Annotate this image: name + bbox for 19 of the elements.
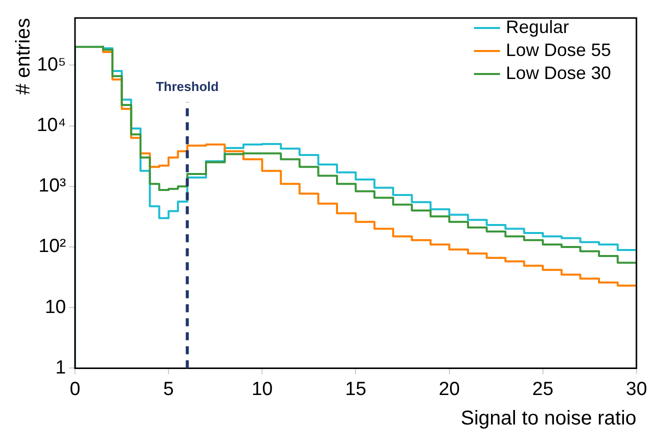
ref-line-label: Threshold (156, 79, 219, 94)
legend-label: Low Dose 30 (506, 62, 611, 85)
y-tick-label: 10⁵ (36, 54, 66, 76)
x-tick-label: 0 (70, 378, 80, 400)
y-tick-label: 1 (55, 357, 66, 378)
x-tick-label: 15 (345, 378, 366, 400)
y-axis-title: # entries (12, 18, 35, 95)
x-tick-label: 30 (626, 378, 648, 400)
x-axis-title: Signal to noise ratio (460, 408, 636, 430)
y-tick-label: 10 (44, 296, 66, 318)
y-tick-label: 10² (38, 236, 66, 258)
legend-label: Low Dose 55 (506, 39, 611, 62)
x-tick-label: 10 (252, 378, 273, 400)
x-tick-label: 25 (532, 378, 554, 400)
y-tick-label: 10³ (38, 176, 66, 197)
legend-label: Regular (506, 16, 569, 39)
x-tick-label: 20 (438, 378, 460, 400)
x-tick-label: 5 (163, 378, 174, 400)
y-tick-label: 10⁴ (36, 115, 66, 136)
